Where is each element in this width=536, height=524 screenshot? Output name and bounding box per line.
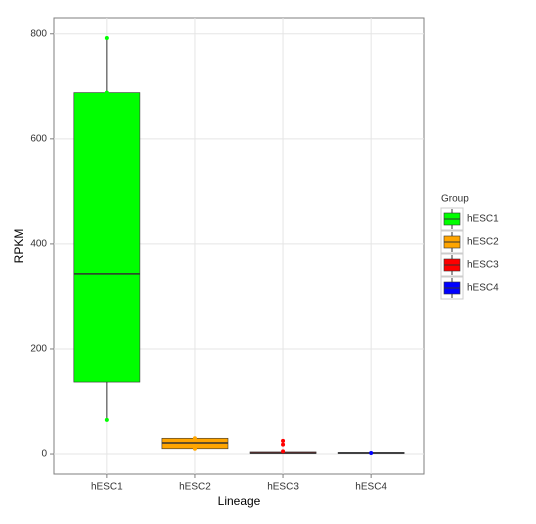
legend-label: hESC3 [467,260,499,271]
x-tick-label: hESC4 [355,482,387,493]
legend-label: hESC1 [467,214,499,225]
point [281,449,286,454]
point [281,442,286,447]
x-tick-label: hESC1 [91,482,123,493]
x-tick-label: hESC2 [179,482,211,493]
legend-label: hESC4 [467,283,499,294]
y-tick-label: 800 [30,28,47,39]
x-tick-label: hESC3 [267,482,299,493]
y-tick-label: 600 [30,133,47,144]
box [73,92,141,383]
point [369,450,374,455]
point [104,90,109,95]
point [104,417,109,422]
legend-label: hESC2 [467,237,499,248]
point [192,446,197,451]
y-tick-label: 400 [30,239,47,250]
y-tick-label: 200 [30,344,47,355]
y-axis-title: RPKM [12,229,26,264]
x-axis-title: Lineage [218,494,261,508]
point [104,35,109,40]
y-tick-label: 0 [41,449,47,460]
point [281,438,286,443]
point [192,436,197,441]
legend-title: Group [441,194,469,205]
